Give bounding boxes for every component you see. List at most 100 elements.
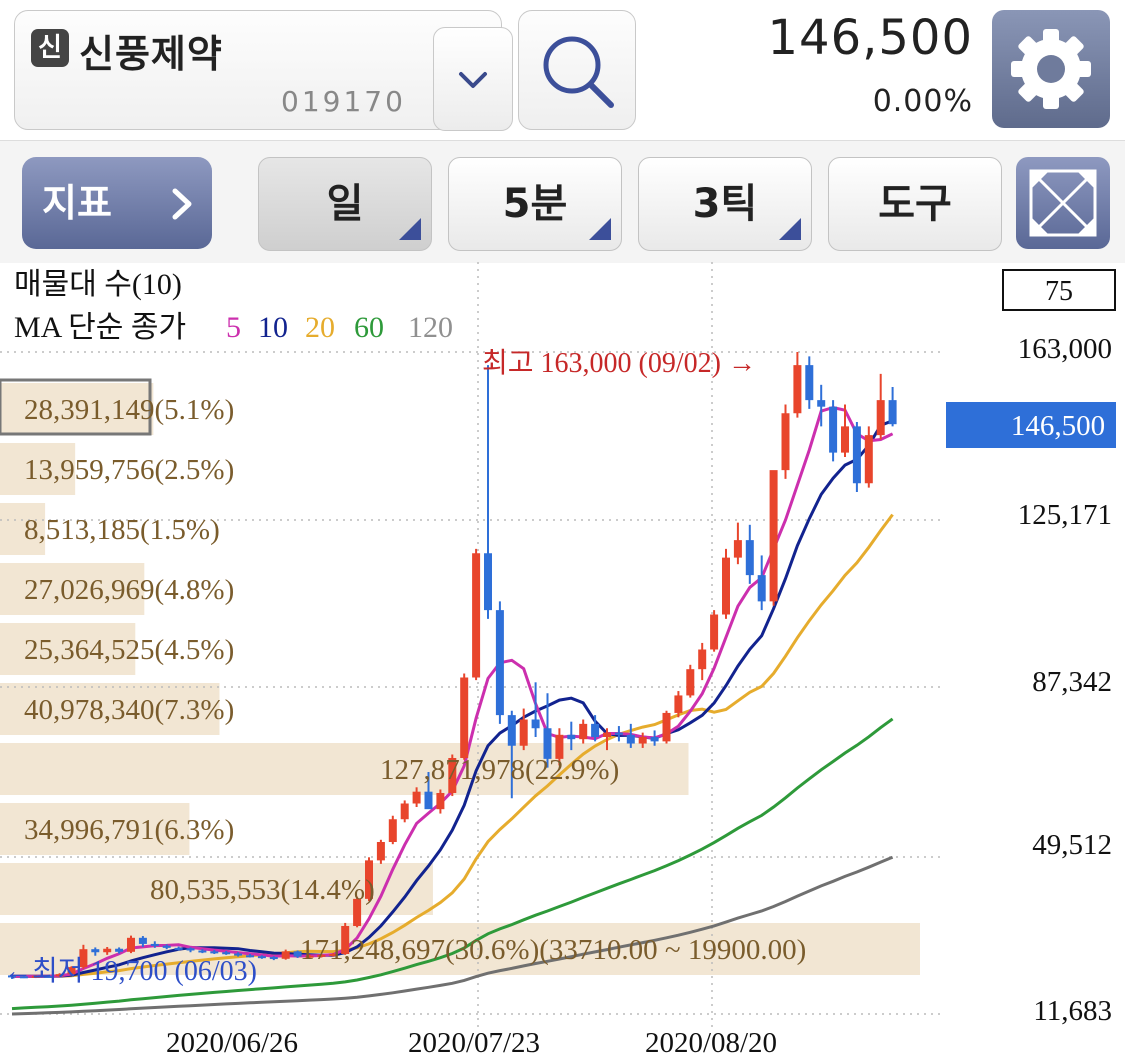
candle	[31, 974, 40, 979]
change-percent: 0.00%	[872, 84, 973, 119]
ma-60-line	[11, 717, 894, 1011]
candle	[614, 726, 623, 742]
period-minute-button[interactable]: 5분	[448, 157, 622, 251]
tools-button[interactable]: 도구	[828, 157, 1002, 251]
candle	[579, 719, 588, 744]
volume-profile-label: 8,513,185(1.5%)	[24, 514, 220, 546]
candle	[495, 601, 504, 724]
ma-legend-60: 60	[354, 311, 384, 344]
candle	[186, 947, 195, 953]
count-box-value: 75	[1045, 276, 1073, 307]
stock-code: 019170	[281, 85, 406, 118]
candle	[210, 950, 219, 954]
current-price: 146,500	[767, 10, 973, 66]
candle	[424, 771, 433, 810]
candlestick-chart[interactable]: 28,391,149(5.1%) 13,959,756(2.5%) 8,513,18…	[0, 262, 1125, 1063]
candle	[484, 365, 492, 619]
candle-body	[686, 669, 695, 696]
candle-body	[269, 957, 278, 960]
candle-body	[638, 736, 647, 744]
candle-body	[353, 898, 362, 926]
candle	[567, 721, 576, 751]
candle-body	[650, 736, 659, 742]
candle	[710, 610, 719, 652]
chevron-down-icon	[459, 72, 487, 88]
candle	[745, 524, 754, 584]
candle-body	[662, 712, 671, 742]
candles	[8, 352, 897, 979]
candle	[19, 975, 28, 979]
count-box[interactable]	[1002, 269, 1116, 311]
volume-profile-label: 25,364,525(4.5%)	[24, 634, 234, 666]
candle-body	[79, 949, 88, 968]
candle-body	[448, 757, 457, 793]
y-tick-label: 163,000	[1018, 333, 1112, 365]
candle	[864, 426, 873, 488]
high-annotation: 최고 163,000 (09/02) →	[482, 347, 756, 379]
candle	[841, 404, 849, 457]
candle-body	[888, 400, 897, 425]
current-price-box	[946, 402, 1116, 448]
candle-body	[507, 715, 516, 746]
indicator-label: 지표	[42, 181, 112, 225]
stock-market-badge: 신	[31, 29, 69, 67]
candle	[198, 949, 207, 954]
candle	[555, 728, 564, 766]
period-tick-label: 3틱	[692, 181, 758, 227]
ma-120-line	[11, 855, 894, 1016]
candle-body	[400, 803, 409, 820]
candle	[626, 723, 635, 748]
candle	[79, 944, 88, 969]
settings-button[interactable]	[992, 10, 1110, 128]
candle	[150, 941, 159, 948]
candle	[127, 935, 135, 954]
candle-body	[864, 435, 873, 484]
volume-profile-label: 13,959,756(2.5%)	[24, 454, 234, 486]
ma-legend-10: 10	[258, 311, 288, 344]
candle-body	[341, 925, 350, 954]
candle	[91, 947, 100, 956]
fullscreen-button[interactable]	[1016, 157, 1110, 249]
x-tick-label: 2020/07/23	[408, 1027, 540, 1059]
chart-toolbar: 지표 일 5분 3틱 도구	[0, 140, 1125, 263]
candle	[353, 896, 362, 928]
search-icon	[543, 36, 614, 108]
volume-profile-bar	[0, 503, 46, 555]
period-day-button[interactable]: 일	[258, 157, 432, 251]
candle-body	[186, 948, 195, 951]
indicator-button[interactable]: 지표	[22, 157, 212, 249]
candle-body	[150, 943, 159, 946]
tools-label: 도구	[878, 181, 952, 227]
period-tick-button[interactable]: 3틱	[638, 157, 812, 251]
stock-selector[interactable]: 신 신풍제약 019170	[14, 10, 513, 131]
candle	[365, 857, 373, 902]
candle-body	[222, 952, 231, 955]
candle	[722, 548, 730, 619]
candle	[543, 693, 552, 768]
candle-body	[484, 553, 492, 611]
candle	[293, 950, 302, 958]
candle	[257, 955, 266, 959]
candle-body	[852, 426, 861, 484]
candle	[591, 715, 600, 742]
y-tick-label: 125,171	[1018, 499, 1112, 531]
volume-profile-label: 127,871,978(22.9%)	[380, 754, 619, 786]
candle	[686, 664, 695, 698]
candle-body	[543, 728, 552, 759]
ma-legend: MA 단순 종가 5 10 20 60 120	[14, 311, 453, 344]
candle-body	[234, 953, 243, 956]
stock-name: 신풍제약	[79, 32, 223, 76]
candle-body	[257, 956, 266, 959]
volume-profile-bar	[0, 803, 190, 855]
search-button[interactable]	[518, 10, 636, 130]
candle	[638, 732, 647, 748]
candle-body	[55, 974, 64, 977]
stock-dropdown-button[interactable]	[433, 27, 513, 131]
candle-body	[829, 406, 838, 453]
candle-body	[103, 948, 112, 953]
gear-icon	[1011, 29, 1091, 109]
candle	[400, 800, 409, 823]
candle-body	[388, 819, 397, 842]
candle	[162, 944, 171, 950]
candle-body	[198, 950, 207, 953]
